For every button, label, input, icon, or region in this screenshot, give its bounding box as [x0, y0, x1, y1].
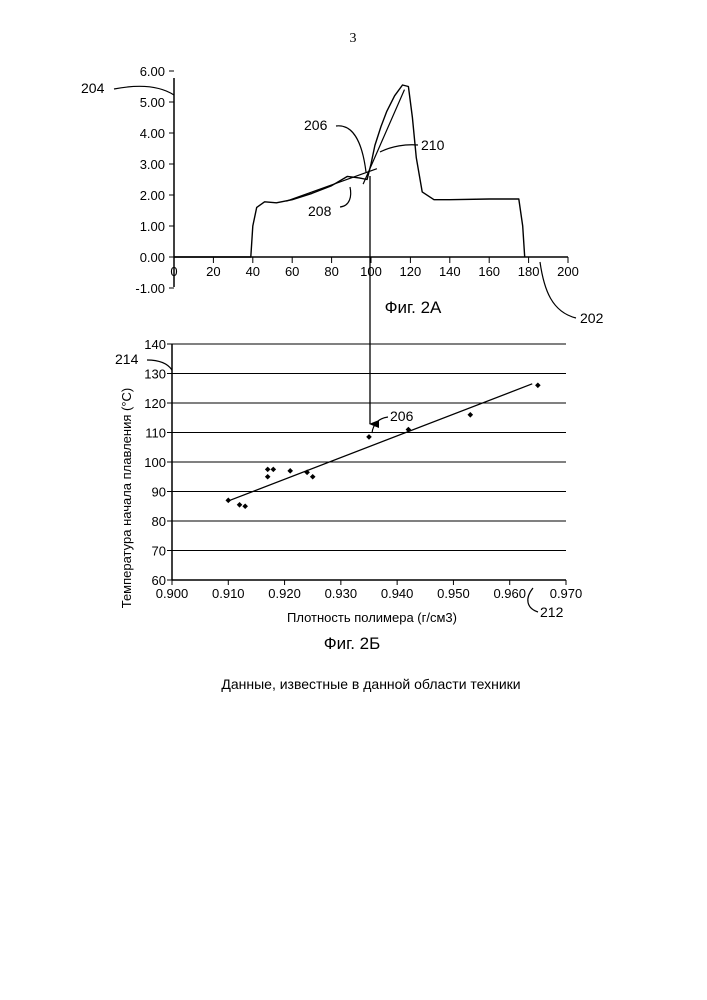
chart-a-y-tick-label: 2.00 [140, 188, 165, 203]
chart-b-y-tick-label: 130 [144, 367, 166, 382]
chart-b-x-tick-label: 0.920 [268, 586, 301, 601]
chart-b-y-label: Температура начала плавления (°С) [119, 388, 134, 609]
chart-a-y-tick-label: 1.00 [140, 219, 165, 234]
chart-a-tangent-line [363, 90, 404, 185]
chart-a-x-tick-label: 180 [518, 264, 540, 279]
chart-b-data-point [265, 474, 271, 480]
chart-a-series-line [174, 85, 525, 257]
chart-a-x-tick-label: 200 [557, 264, 579, 279]
chart-a-x-tick-label: 40 [246, 264, 260, 279]
ref-210-leader [380, 145, 418, 152]
chart-b-y-tick-label: 80 [152, 514, 166, 529]
chart-a-x-tick-label: 120 [400, 264, 422, 279]
chart-b-data-point [366, 434, 372, 440]
chart-b-y-tick-label: 100 [144, 455, 166, 470]
ref-label-204: 204 [81, 80, 105, 96]
chart-a-x-tick-label: 60 [285, 264, 299, 279]
chart-a-y-ticks: -1.00 0.00 1.00 2.00 3.00 4.00 5.00 6.00 [135, 64, 174, 296]
chart-b-y-tick-label: 140 [144, 337, 166, 352]
chart-b-x-tick-label: 0.930 [325, 586, 358, 601]
chart-a-x-tick-label: 100 [360, 264, 382, 279]
chart-b-x-label: Плотность полимера (г/см3) [287, 610, 457, 625]
page-number: 3 [350, 31, 357, 46]
chart-a: -1.00 0.00 1.00 2.00 3.00 4.00 5.00 6.00 0 20 40 6… [81, 64, 604, 326]
chart-b-points [225, 383, 540, 510]
chart-a-figure-label: Фиг. 2А [385, 298, 442, 317]
chart-b-x-ticks: 0.900 0.910 0.920 0.930 0.940 0.950 0.960 0.970 [156, 580, 583, 601]
ref-label-206-b: 206 [390, 408, 414, 424]
chart-a-y-tick-label: 4.00 [140, 126, 165, 141]
ref-label-214: 214 [115, 351, 139, 367]
chart-a-x-tick-label: 140 [439, 264, 461, 279]
chart-b-x-tick-label: 0.960 [493, 586, 526, 601]
ref-206-leader-a [336, 126, 366, 172]
chart-b-y-ticks: 60708090100110120130140 [144, 337, 172, 588]
ref-212-leader [528, 588, 538, 612]
chart-b-data-point [310, 474, 316, 480]
ref-label-202: 202 [580, 310, 604, 326]
chart-a-x-tick-label: 0 [170, 264, 177, 279]
chart-a-x-tick-label: 20 [206, 264, 220, 279]
chart-b-trendline-group [228, 384, 532, 501]
chart-b-x-tick-label: 0.900 [156, 586, 189, 601]
chart-a-tangent-line [286, 169, 377, 202]
chart-b-y-tick-label: 110 [145, 426, 166, 441]
chart-a-y-tick-label: 3.00 [140, 157, 165, 172]
chart-a-y-tick-label: 0.00 [140, 250, 165, 265]
chart-b-data-point [237, 502, 243, 508]
chart-a-y-tick-label: -1.00 [135, 281, 165, 296]
chart-b-data-point [287, 468, 293, 474]
ref-label-206-a: 206 [304, 117, 328, 133]
chart-a-y-tick-label: 5.00 [140, 95, 165, 110]
chart-b-x-tick-label: 0.950 [437, 586, 470, 601]
ref-208-leader [340, 187, 351, 207]
ref-label-210: 210 [421, 137, 445, 153]
chart-a-y-tick-label: 6.00 [140, 64, 165, 79]
chart-b-x-tick-label: 0.910 [212, 586, 245, 601]
chart-b-y-tick-label: 90 [152, 485, 166, 500]
chart-b-data-point [242, 503, 248, 509]
chart-b-data-point [225, 498, 231, 504]
chart-b-y-tick-label: 70 [152, 544, 166, 559]
chart-a-x-tick-label: 80 [324, 264, 338, 279]
ref-204-leader [114, 86, 174, 95]
chart-b-y-tick-label: 120 [144, 396, 166, 411]
chart-b-data-point [271, 467, 277, 473]
chart-a-x-ticks: 0 20 40 60 80 100 120 140 160 180 200 [170, 257, 578, 279]
chart-b-data-point [468, 412, 474, 418]
chart-b: 60708090100110120130140 0.9000.9100.9200… [115, 337, 582, 653]
ref-label-212: 212 [540, 604, 564, 620]
chart-b-x-tick-label: 0.970 [550, 586, 583, 601]
figure-caption: Данные, известные в данной области техни… [221, 676, 520, 692]
chart-b-figure-label: Фиг. 2Б [324, 634, 381, 653]
chart-b-data-point [406, 427, 412, 433]
chart-b-data-point [265, 467, 271, 473]
chart-b-x-tick-label: 0.940 [381, 586, 414, 601]
chart-a-series [174, 85, 525, 257]
chart-b-data-point [535, 383, 541, 389]
ref-206-leader-b [372, 417, 388, 433]
chart-b-trendline [228, 384, 532, 501]
ref-label-208: 208 [308, 203, 332, 219]
chart-a-x-tick-label: 160 [478, 264, 500, 279]
